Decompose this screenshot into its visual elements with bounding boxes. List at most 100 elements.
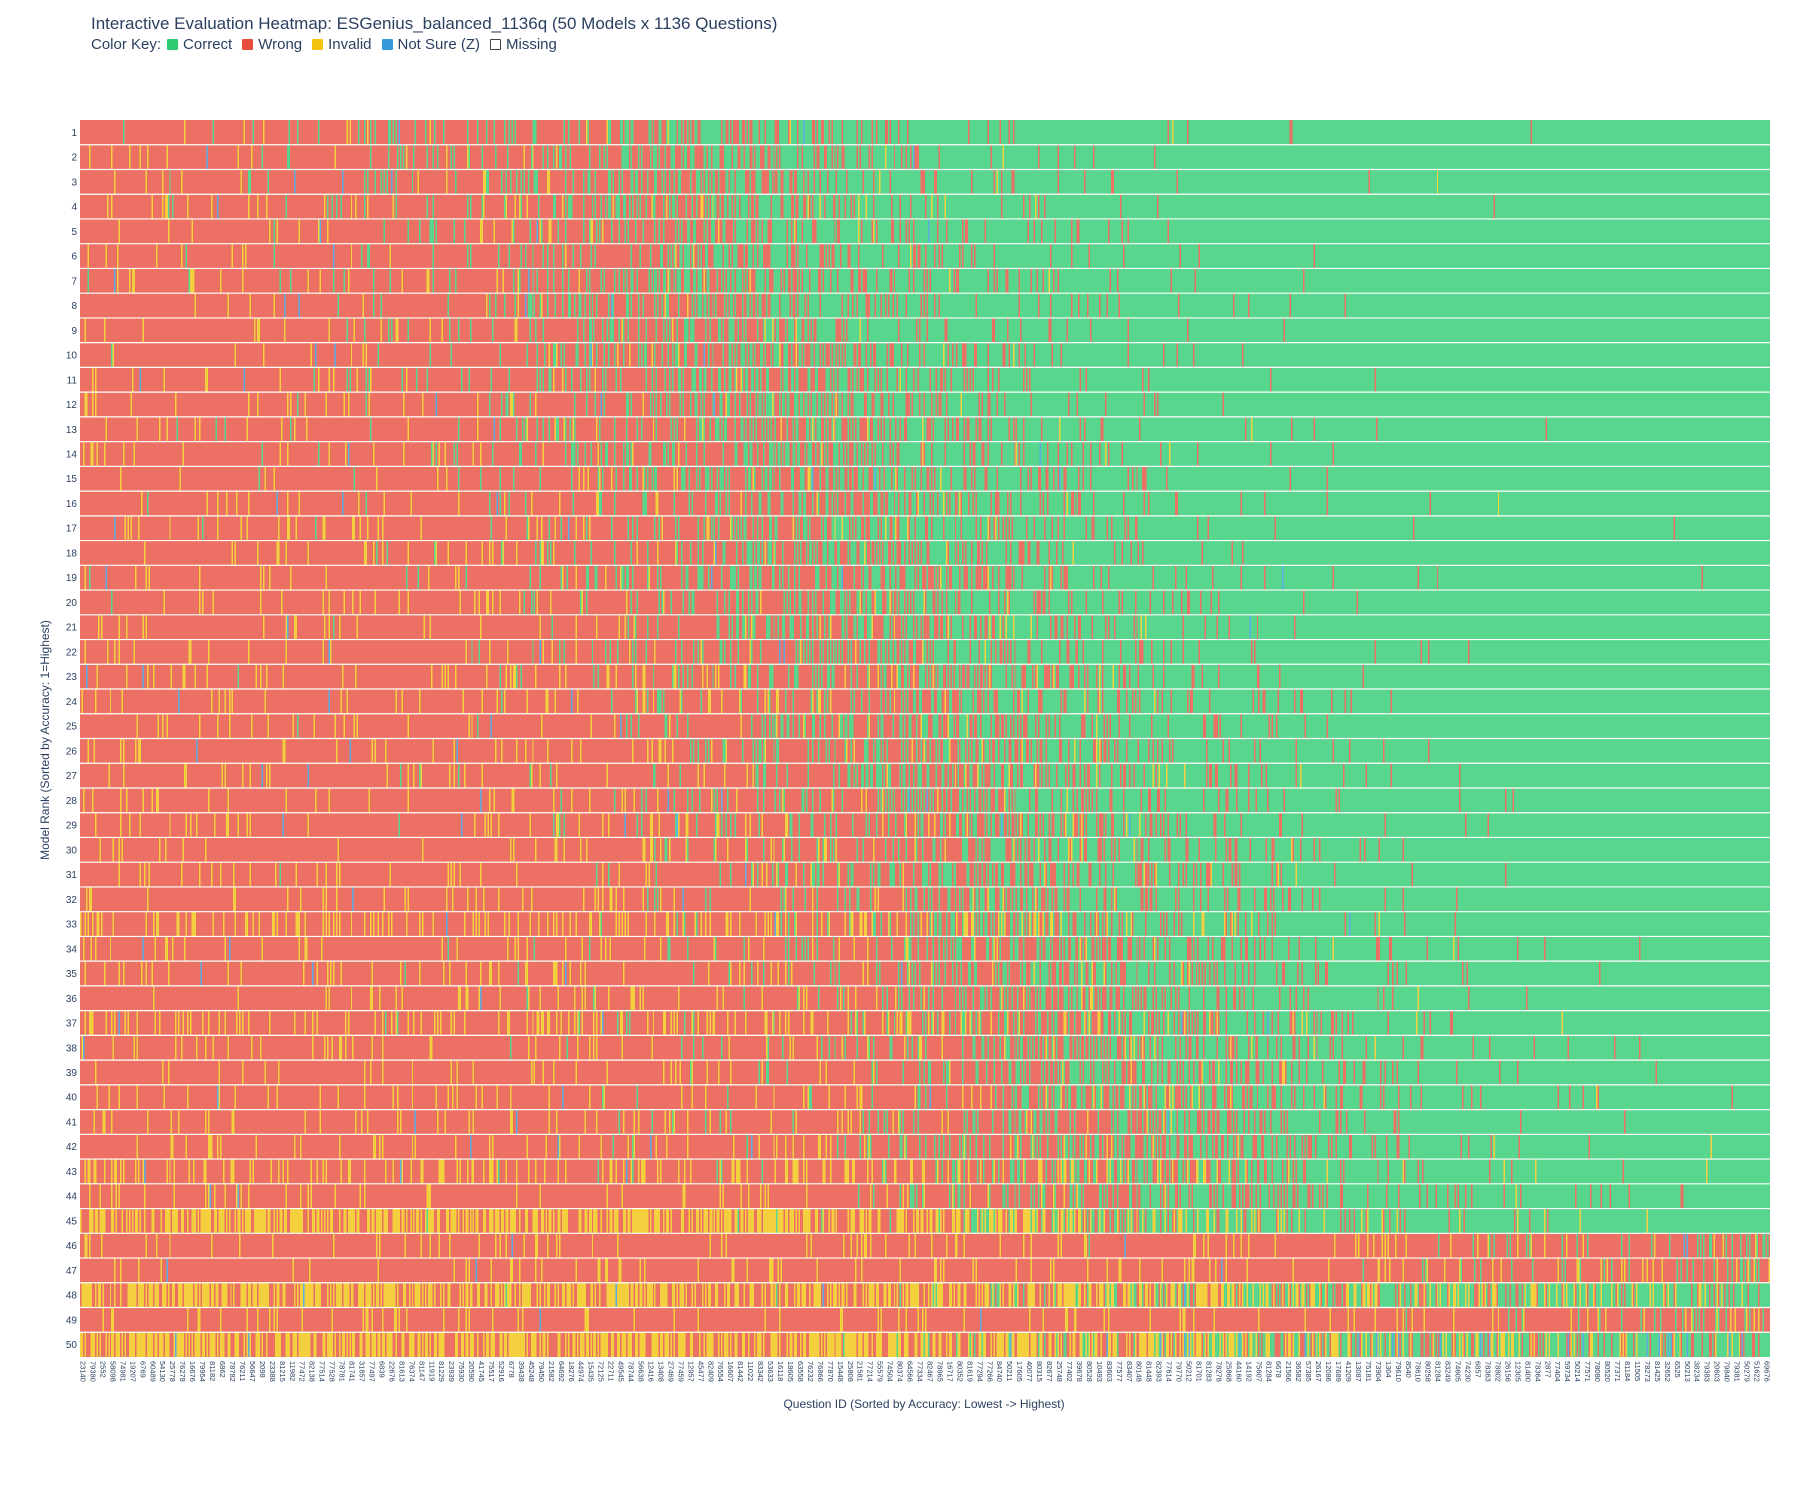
x-tick-label: 83342 bbox=[756, 1361, 765, 1382]
y-tick-label: 14 bbox=[66, 449, 78, 460]
x-tick-label: 81184 bbox=[1623, 1361, 1632, 1381]
x-tick-label: 50211 bbox=[1005, 1361, 1014, 1381]
x-tick-label: 80315 bbox=[1035, 1361, 1044, 1382]
y-tick-label: 40 bbox=[66, 1093, 78, 1104]
x-tick-label: 79610 bbox=[1394, 1361, 1403, 1382]
x-tick-label: 40077 bbox=[1025, 1361, 1034, 1382]
x-tick-label: 77402 bbox=[1065, 1361, 1074, 1382]
y-tick-label: 26 bbox=[66, 746, 78, 757]
x-tick-label: 26167 bbox=[1314, 1361, 1323, 1382]
x-tick-label: 77614 bbox=[1165, 1361, 1174, 1382]
x-tick-label: 64566 bbox=[906, 1361, 915, 1382]
y-tick-label: 42 bbox=[66, 1142, 78, 1153]
y-tick-label: 41 bbox=[66, 1117, 78, 1128]
y-tick-label: 23 bbox=[66, 672, 78, 683]
x-tick-label: 78080 bbox=[1593, 1361, 1602, 1382]
x-tick-label: 77577 bbox=[1115, 1361, 1124, 1382]
x-tick-label: 81425 bbox=[1653, 1361, 1662, 1382]
x-tick-label: 78781 bbox=[338, 1361, 347, 1382]
x-tick-label: 50214 bbox=[1573, 1361, 1582, 1382]
x-tick-label: 77334 bbox=[916, 1361, 925, 1382]
y-tick-label: 39 bbox=[66, 1068, 78, 1079]
x-tick-label: 2552 bbox=[98, 1361, 107, 1378]
x-tick-label: 23388 bbox=[268, 1361, 277, 1382]
x-tick-label: 77459 bbox=[676, 1361, 685, 1382]
y-tick-label: 37 bbox=[66, 1019, 78, 1030]
x-tick-label: 81619 bbox=[965, 1361, 974, 1382]
x-tick-label: 41209 bbox=[1344, 1361, 1353, 1382]
y-tick-label: 43 bbox=[66, 1167, 78, 1178]
x-tick-label: 51622 bbox=[1753, 1361, 1762, 1382]
y-tick-label: 18 bbox=[66, 548, 78, 559]
x-tick-label: 58098 bbox=[108, 1361, 117, 1382]
x-tick-label: 13408 bbox=[656, 1361, 665, 1382]
x-tick-label: 76866 bbox=[816, 1361, 825, 1382]
x-tick-label: 78363 bbox=[1483, 1361, 1492, 1382]
y-tick-label: 45 bbox=[66, 1216, 78, 1227]
x-tick-label: 77870 bbox=[826, 1361, 835, 1382]
y-tick-label: 34 bbox=[66, 944, 78, 955]
y-tick-labels: 1234567891011121314151617181920212223242… bbox=[66, 128, 78, 1351]
x-tick-label: 57385 bbox=[1304, 1361, 1313, 1382]
x-tick-label: 31857 bbox=[358, 1361, 367, 1382]
x-tick-label: 75930 bbox=[457, 1361, 466, 1382]
y-tick-label: 27 bbox=[66, 771, 78, 782]
x-tick-label: 79450 bbox=[537, 1361, 546, 1382]
x-tick-label: 81284 bbox=[1264, 1361, 1273, 1382]
x-tick-label: 80352 bbox=[955, 1361, 964, 1382]
x-axis-title: Question ID (Sorted by Accuracy: Lowest … bbox=[783, 1397, 1064, 1411]
x-tick-label: 11022 bbox=[746, 1361, 755, 1381]
x-tick-label: 77571 bbox=[1583, 1361, 1592, 1382]
x-tick-label: 21581 bbox=[856, 1361, 865, 1382]
x-tick-label: 18605 bbox=[786, 1361, 795, 1382]
x-tick-label: 78273 bbox=[1643, 1361, 1652, 1382]
y-tick-label: 16 bbox=[66, 499, 78, 510]
x-tick-label: 81701 bbox=[1195, 1361, 1204, 1382]
y-tick-label: 47 bbox=[66, 1266, 78, 1277]
x-tick-label: 20590 bbox=[467, 1361, 476, 1382]
x-tick-label: 15448 bbox=[836, 1361, 845, 1382]
y-tick-label: 20 bbox=[66, 598, 78, 609]
x-tick-label: 6678 bbox=[1274, 1361, 1283, 1378]
x-tick-label: 79770 bbox=[1175, 1361, 1184, 1382]
y-tick-label: 28 bbox=[66, 796, 78, 807]
x-tick-label: 76211 bbox=[238, 1361, 247, 1381]
y-tick-label: 46 bbox=[66, 1241, 78, 1252]
x-tick-label: 12416 bbox=[646, 1361, 655, 1382]
x-tick-label: 13087 bbox=[1354, 1361, 1363, 1382]
x-tick-label: 36582 bbox=[1294, 1361, 1303, 1382]
x-tick-label: 44974 bbox=[577, 1361, 586, 1382]
y-tick-label: 33 bbox=[66, 920, 78, 931]
x-tick-label: 82467 bbox=[925, 1361, 934, 1382]
x-tick-label: 22676 bbox=[387, 1361, 396, 1382]
x-tick-label: 82393 bbox=[1155, 1361, 1164, 1382]
y-tick-label: 30 bbox=[66, 845, 78, 856]
x-tick-label: 75181 bbox=[1364, 1361, 1373, 1382]
x-tick-label: 78744 bbox=[627, 1361, 636, 1382]
x-tick-label: 77528 bbox=[328, 1361, 337, 1382]
x-tick-label: 38234 bbox=[1693, 1361, 1702, 1382]
x-tick-label: 81284 bbox=[1434, 1361, 1443, 1382]
x-tick-label: 32652 bbox=[1663, 1361, 1672, 1382]
x-tick-label: 27469 bbox=[666, 1361, 675, 1382]
y-tick-label: 2 bbox=[71, 153, 77, 164]
x-tick-label: 74504 bbox=[886, 1361, 895, 1382]
x-tick-label: 49545 bbox=[617, 1361, 626, 1382]
y-tick-label: 17 bbox=[66, 524, 78, 535]
y-tick-label: 9 bbox=[71, 326, 77, 337]
x-tick-label: 25778 bbox=[168, 1361, 177, 1382]
y-tick-label: 36 bbox=[66, 994, 78, 1005]
x-tick-label: 45248 bbox=[527, 1361, 536, 1382]
x-tick-label: 56638 bbox=[637, 1361, 646, 1382]
x-tick-label: 73904 bbox=[1374, 1361, 1383, 1382]
x-tick-label: 82677 bbox=[1045, 1361, 1054, 1382]
x-tick-label: 21582 bbox=[547, 1361, 556, 1382]
x-tick-label: 23939 bbox=[447, 1361, 456, 1382]
x-tick-label: 81283 bbox=[1204, 1361, 1213, 1382]
x-tick-label: 75517 bbox=[487, 1361, 496, 1382]
x-tick-label: 79954 bbox=[198, 1361, 207, 1382]
y-tick-label: 35 bbox=[66, 969, 78, 980]
x-tick-label: 64692 bbox=[557, 1361, 566, 1382]
x-tick-label: 80148 bbox=[1135, 1361, 1144, 1382]
